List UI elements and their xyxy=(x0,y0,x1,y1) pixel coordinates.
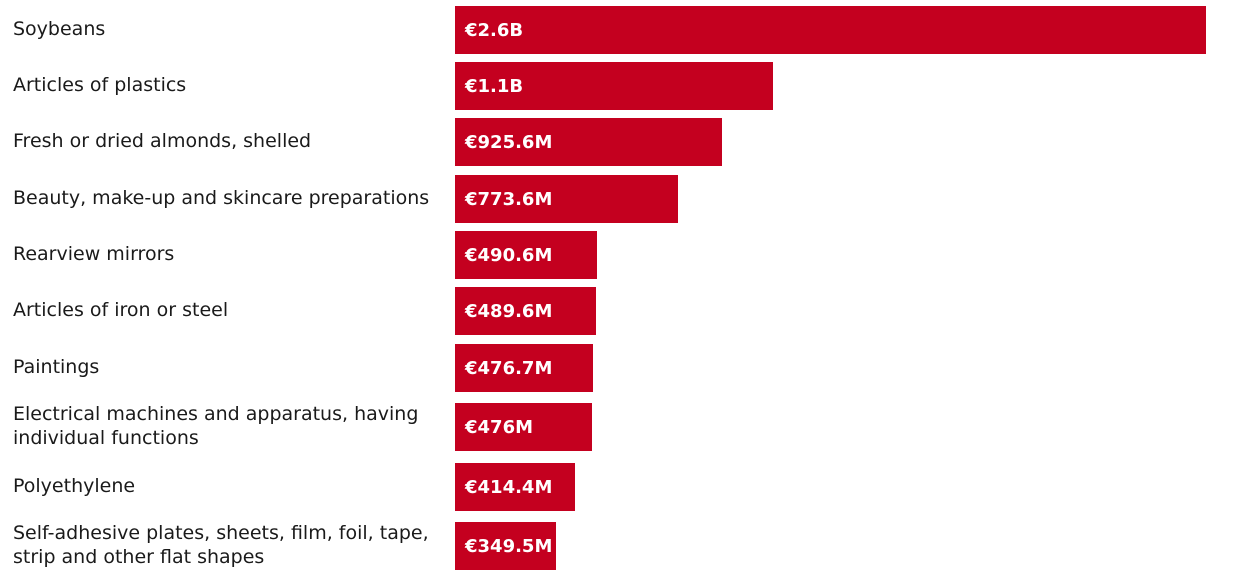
bar: €490.6M xyxy=(455,231,597,279)
bar-row: Paintings €476.7M xyxy=(0,344,1258,392)
bar-value-label: €489.6M xyxy=(465,300,553,322)
category-label: Electrical machines and apparatus, havin… xyxy=(13,403,419,449)
bar-row: Soybeans €2.6B xyxy=(0,6,1258,54)
bar-value-label: €2.6B xyxy=(465,19,524,41)
category-label: Articles of iron or steel xyxy=(13,299,229,322)
bar-value-label: €1.1B xyxy=(465,75,524,97)
bar-value-label: €476.7M xyxy=(465,357,553,379)
bar-value-label: €414.4M xyxy=(465,476,553,498)
category-label: Beauty, make-up and skincare preparation… xyxy=(13,187,430,210)
bar: €476.7M xyxy=(455,344,593,392)
bar: €489.6M xyxy=(455,287,597,335)
category-label: Rearview mirrors xyxy=(13,243,175,266)
category-label: Soybeans xyxy=(13,18,106,41)
bar: €925.6M xyxy=(455,118,723,166)
bar: €1.1B xyxy=(455,62,773,110)
bar-value-label: €476M xyxy=(465,416,534,438)
bar-value-label: €773.6M xyxy=(465,188,553,210)
bar-row: Articles of iron or steel €489.6M xyxy=(0,287,1258,335)
bar: €349.5M xyxy=(455,522,556,570)
bar-row: Fresh or dried almonds, shelled €925.6M xyxy=(0,118,1258,166)
category-label: Polyethylene xyxy=(13,475,136,498)
bar-row: Self-adhesive plates, sheets, film, foil… xyxy=(0,522,1258,570)
bar-value-label: €925.6M xyxy=(465,131,553,153)
bar-row: Electrical machines and apparatus, havin… xyxy=(0,403,1258,451)
bar-value-label: €349.5M xyxy=(465,535,553,557)
category-label: Fresh or dried almonds, shelled xyxy=(13,130,312,153)
category-label: Paintings xyxy=(13,356,100,379)
bar-row: Polyethylene €414.4M xyxy=(0,463,1258,511)
category-label: Self-adhesive plates, sheets, film, foil… xyxy=(13,522,429,568)
bar: €414.4M xyxy=(455,463,575,511)
bar-row: Rearview mirrors €490.6M xyxy=(0,231,1258,279)
bar: €773.6M xyxy=(455,175,679,223)
bar: €476M xyxy=(455,403,593,451)
category-label: Articles of plastics xyxy=(13,74,187,97)
bar: €2.6B xyxy=(455,6,1206,54)
bar-value-label: €490.6M xyxy=(465,244,553,266)
bar-row: Beauty, make-up and skincare preparation… xyxy=(0,175,1258,223)
bar-row: Articles of plastics €1.1B xyxy=(0,62,1258,110)
